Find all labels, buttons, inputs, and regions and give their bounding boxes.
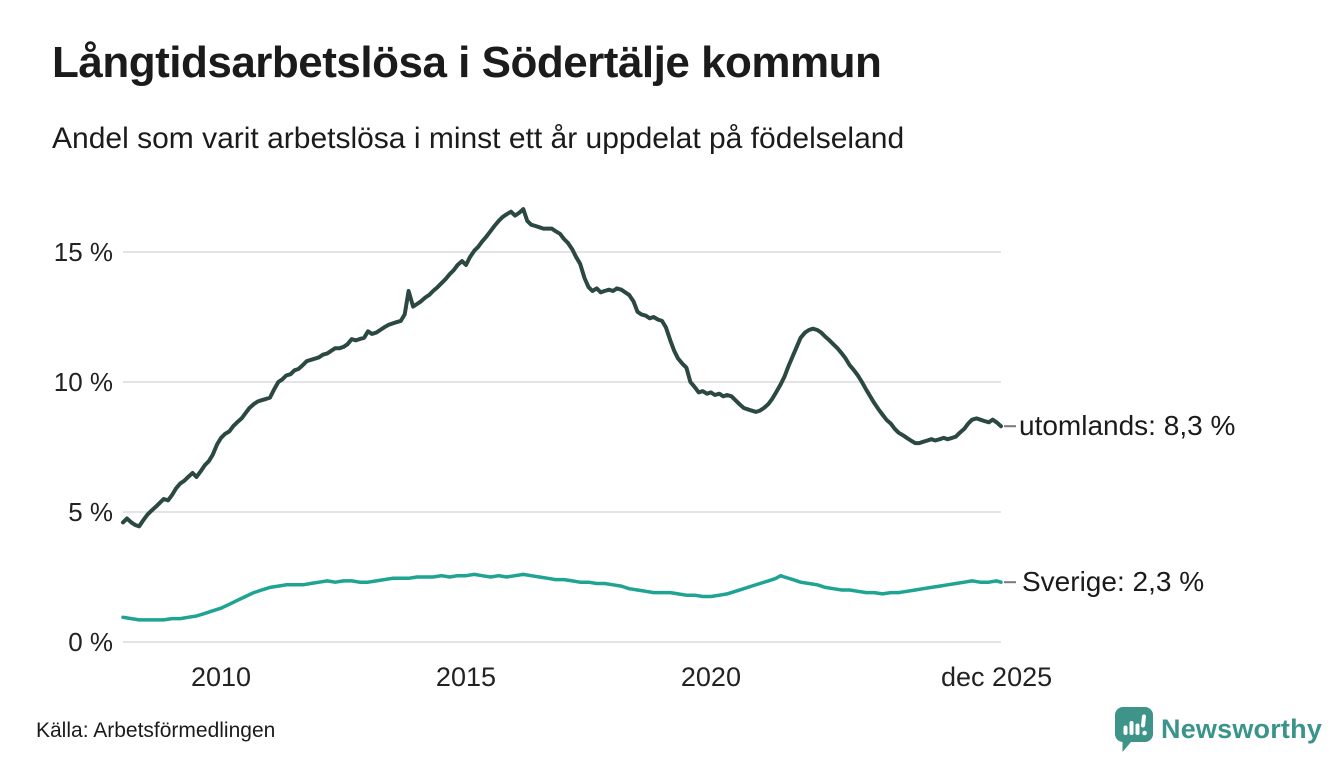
chart-title: Långtidsarbetslösa i Södertälje kommun — [52, 38, 882, 87]
y-tick-0: 0 % — [68, 627, 113, 657]
newsworthy-logo: Newsworthy — [1114, 706, 1322, 753]
newsworthy-speech-bubble-bar-chart-icon — [1115, 707, 1153, 752]
chart-subtitle: Andel som varit arbetslösa i minst ett å… — [52, 122, 905, 155]
utomlands-line — [121, 207, 1003, 529]
series-end-label-utomlands: utomlands: 8,3 % — [1019, 410, 1236, 442]
y-tick-5: 5 % — [68, 497, 113, 527]
source-note: Källa: Arbetsförmedlingen — [36, 719, 276, 742]
series-end-label-sverige: Sverige: 2,3 % — [1022, 566, 1205, 598]
x-tick-2015: 2015 — [435, 662, 496, 692]
y-tick-10: 10 % — [53, 367, 113, 397]
x-tick-2020: 2020 — [680, 662, 741, 692]
x-tick-2010: 2010 — [190, 662, 252, 692]
newsworthy-wordmark: Newsworthy — [1161, 714, 1323, 744]
y-tick-15: 15 % — [53, 237, 113, 267]
x-tick-dec-2025: dec 2025 — [941, 662, 1053, 692]
sverige-line — [121, 572, 1003, 622]
